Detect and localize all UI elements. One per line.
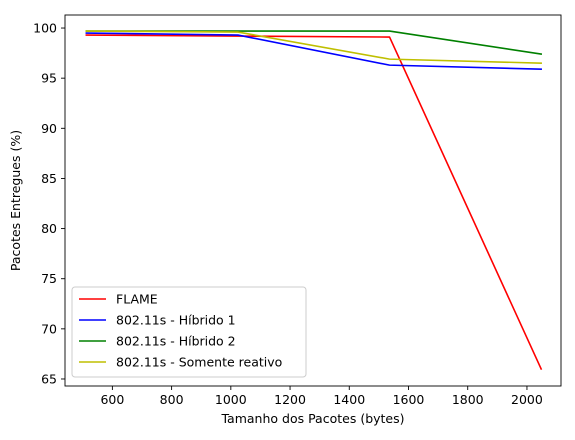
x-tick-label: 1400: [333, 392, 365, 407]
series-line-1: [85, 34, 543, 371]
y-tick-label: 85: [41, 171, 57, 186]
plot-frame: [64, 14, 562, 387]
x-tick-label: 800: [160, 392, 184, 407]
series-lines: [85, 30, 543, 371]
y-tick-label: 100: [33, 21, 57, 36]
x-axis-label: Tamanho dos Pacotes (bytes): [220, 411, 404, 426]
y-tick-label: 75: [41, 271, 57, 286]
x-tick-label: 1800: [452, 392, 484, 407]
y-tick-label: 65: [41, 371, 57, 386]
legend-box: [71, 286, 307, 378]
legend-label: 802.11s - Híbrido 2: [116, 334, 236, 349]
x-tick-label: 1200: [274, 392, 306, 407]
series-line-2: [85, 32, 542, 70]
legend-label: 802.11s - Híbrido 1: [116, 313, 236, 328]
legend-label: FLAME: [116, 292, 158, 307]
series-line-4: [85, 30, 542, 64]
legend-label: 802.11s - Somente reativo: [116, 355, 282, 370]
x-tick-label: 600: [100, 392, 124, 407]
y-axis-ticks: 65 70 75 80 85 90 95 100: [33, 21, 65, 386]
x-tick-label: 1000: [215, 392, 247, 407]
y-tick-label: 90: [41, 121, 57, 136]
y-tick-label: 95: [41, 71, 57, 86]
legend: FLAME 802.11s - Híbrido 1 802.11s - Híbrid…: [71, 286, 307, 378]
x-tick-label: 1600: [393, 392, 425, 407]
y-tick-label: 80: [41, 221, 57, 236]
x-tick-label: 2000: [511, 392, 543, 407]
y-tick-label: 70: [41, 321, 57, 336]
x-axis-ticks: 600 800 1000 1200 1400 1600 1800 2000: [100, 386, 543, 407]
y-axis-label: Pacotes Entregues (%): [8, 130, 23, 271]
